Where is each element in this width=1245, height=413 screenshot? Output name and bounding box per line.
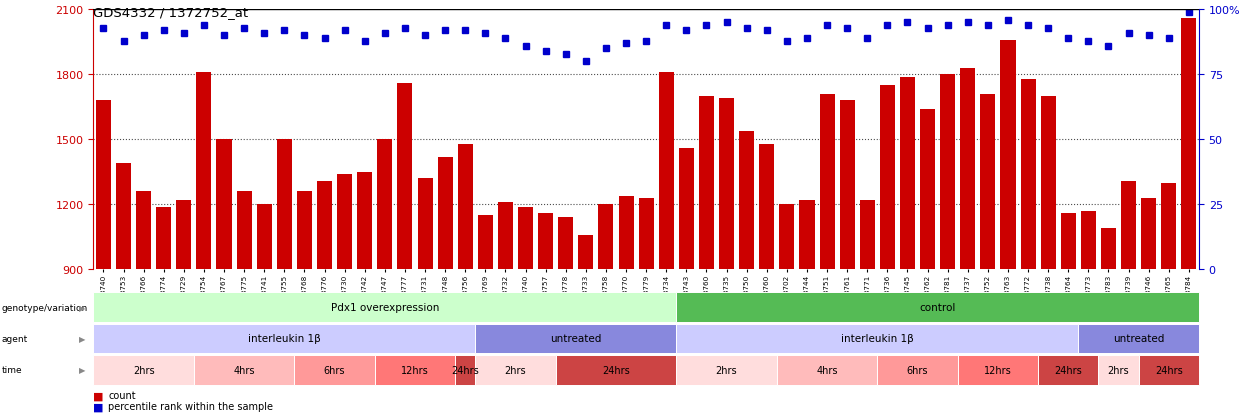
Bar	[417, 179, 432, 270]
Bar	[296, 192, 312, 270]
Bar	[1120, 181, 1137, 270]
Bar	[579, 235, 594, 270]
Bar	[1162, 183, 1177, 270]
Text: Pdx1 overexpression: Pdx1 overexpression	[331, 302, 439, 312]
Bar	[357, 173, 372, 270]
Bar	[1182, 19, 1196, 270]
Bar	[1142, 198, 1157, 270]
Text: genotype/variation: genotype/variation	[1, 303, 87, 312]
Bar	[437, 157, 453, 270]
Bar	[217, 140, 232, 270]
Text: untreated: untreated	[1113, 334, 1164, 344]
Bar	[458, 144, 473, 270]
Text: ▶: ▶	[80, 366, 86, 375]
Bar	[197, 73, 212, 270]
Text: ▶: ▶	[80, 303, 86, 312]
Bar	[116, 164, 131, 270]
Bar	[558, 218, 573, 270]
Bar	[639, 198, 654, 270]
Bar	[759, 144, 774, 270]
Bar	[659, 73, 674, 270]
Text: 2hrs: 2hrs	[133, 365, 154, 375]
Text: 2hrs: 2hrs	[1108, 365, 1129, 375]
Bar	[799, 201, 814, 270]
Text: untreated: untreated	[550, 334, 601, 344]
Bar	[538, 214, 553, 270]
Bar	[337, 175, 352, 270]
Bar	[317, 181, 332, 270]
Text: 6hrs: 6hrs	[324, 365, 345, 375]
Bar	[1041, 97, 1056, 270]
Text: 24hrs: 24hrs	[1055, 365, 1082, 375]
Bar	[779, 205, 794, 270]
Bar	[1081, 211, 1096, 270]
Bar	[880, 86, 895, 270]
Bar	[740, 131, 754, 270]
Bar	[1101, 229, 1116, 270]
Bar	[980, 95, 996, 270]
Bar	[599, 205, 614, 270]
Text: 12hrs: 12hrs	[984, 365, 1012, 375]
Text: percentile rank within the sample: percentile rank within the sample	[108, 401, 274, 411]
Bar	[720, 99, 735, 270]
Bar	[920, 110, 935, 270]
Bar	[518, 207, 533, 270]
Bar	[679, 149, 693, 270]
Bar	[156, 207, 172, 270]
Bar	[397, 84, 412, 270]
Bar	[839, 101, 855, 270]
Text: 24hrs: 24hrs	[452, 365, 479, 375]
Bar	[860, 201, 875, 270]
Bar	[1061, 214, 1076, 270]
Bar	[498, 203, 513, 270]
Text: 2hrs: 2hrs	[504, 365, 527, 375]
Text: 24hrs: 24hrs	[1155, 365, 1183, 375]
Bar	[276, 140, 291, 270]
Bar	[96, 101, 111, 270]
Bar	[478, 216, 493, 270]
Text: interleukin 1β: interleukin 1β	[248, 334, 321, 344]
Text: ■: ■	[93, 401, 103, 411]
Bar	[900, 77, 915, 270]
Bar	[619, 196, 634, 270]
Text: control: control	[920, 302, 956, 312]
Bar	[377, 140, 392, 270]
Text: time: time	[1, 366, 22, 375]
Text: 4hrs: 4hrs	[233, 365, 255, 375]
Text: 4hrs: 4hrs	[817, 365, 838, 375]
Text: agent: agent	[1, 334, 27, 343]
Bar	[1001, 40, 1016, 270]
Bar	[256, 205, 271, 270]
Text: count: count	[108, 390, 136, 400]
Text: 2hrs: 2hrs	[716, 365, 737, 375]
Bar	[698, 97, 713, 270]
Text: 12hrs: 12hrs	[401, 365, 428, 375]
Bar	[940, 75, 955, 270]
Text: interleukin 1β: interleukin 1β	[840, 334, 914, 344]
Bar	[177, 201, 192, 270]
Bar	[819, 95, 834, 270]
Text: GDS4332 / 1372752_at: GDS4332 / 1372752_at	[93, 6, 249, 19]
Text: ■: ■	[93, 390, 103, 400]
Text: 6hrs: 6hrs	[906, 365, 929, 375]
Bar	[136, 192, 151, 270]
Bar	[960, 69, 975, 270]
Text: ▶: ▶	[80, 334, 86, 343]
Text: 24hrs: 24hrs	[603, 365, 630, 375]
Bar	[1021, 79, 1036, 270]
Bar	[237, 192, 251, 270]
